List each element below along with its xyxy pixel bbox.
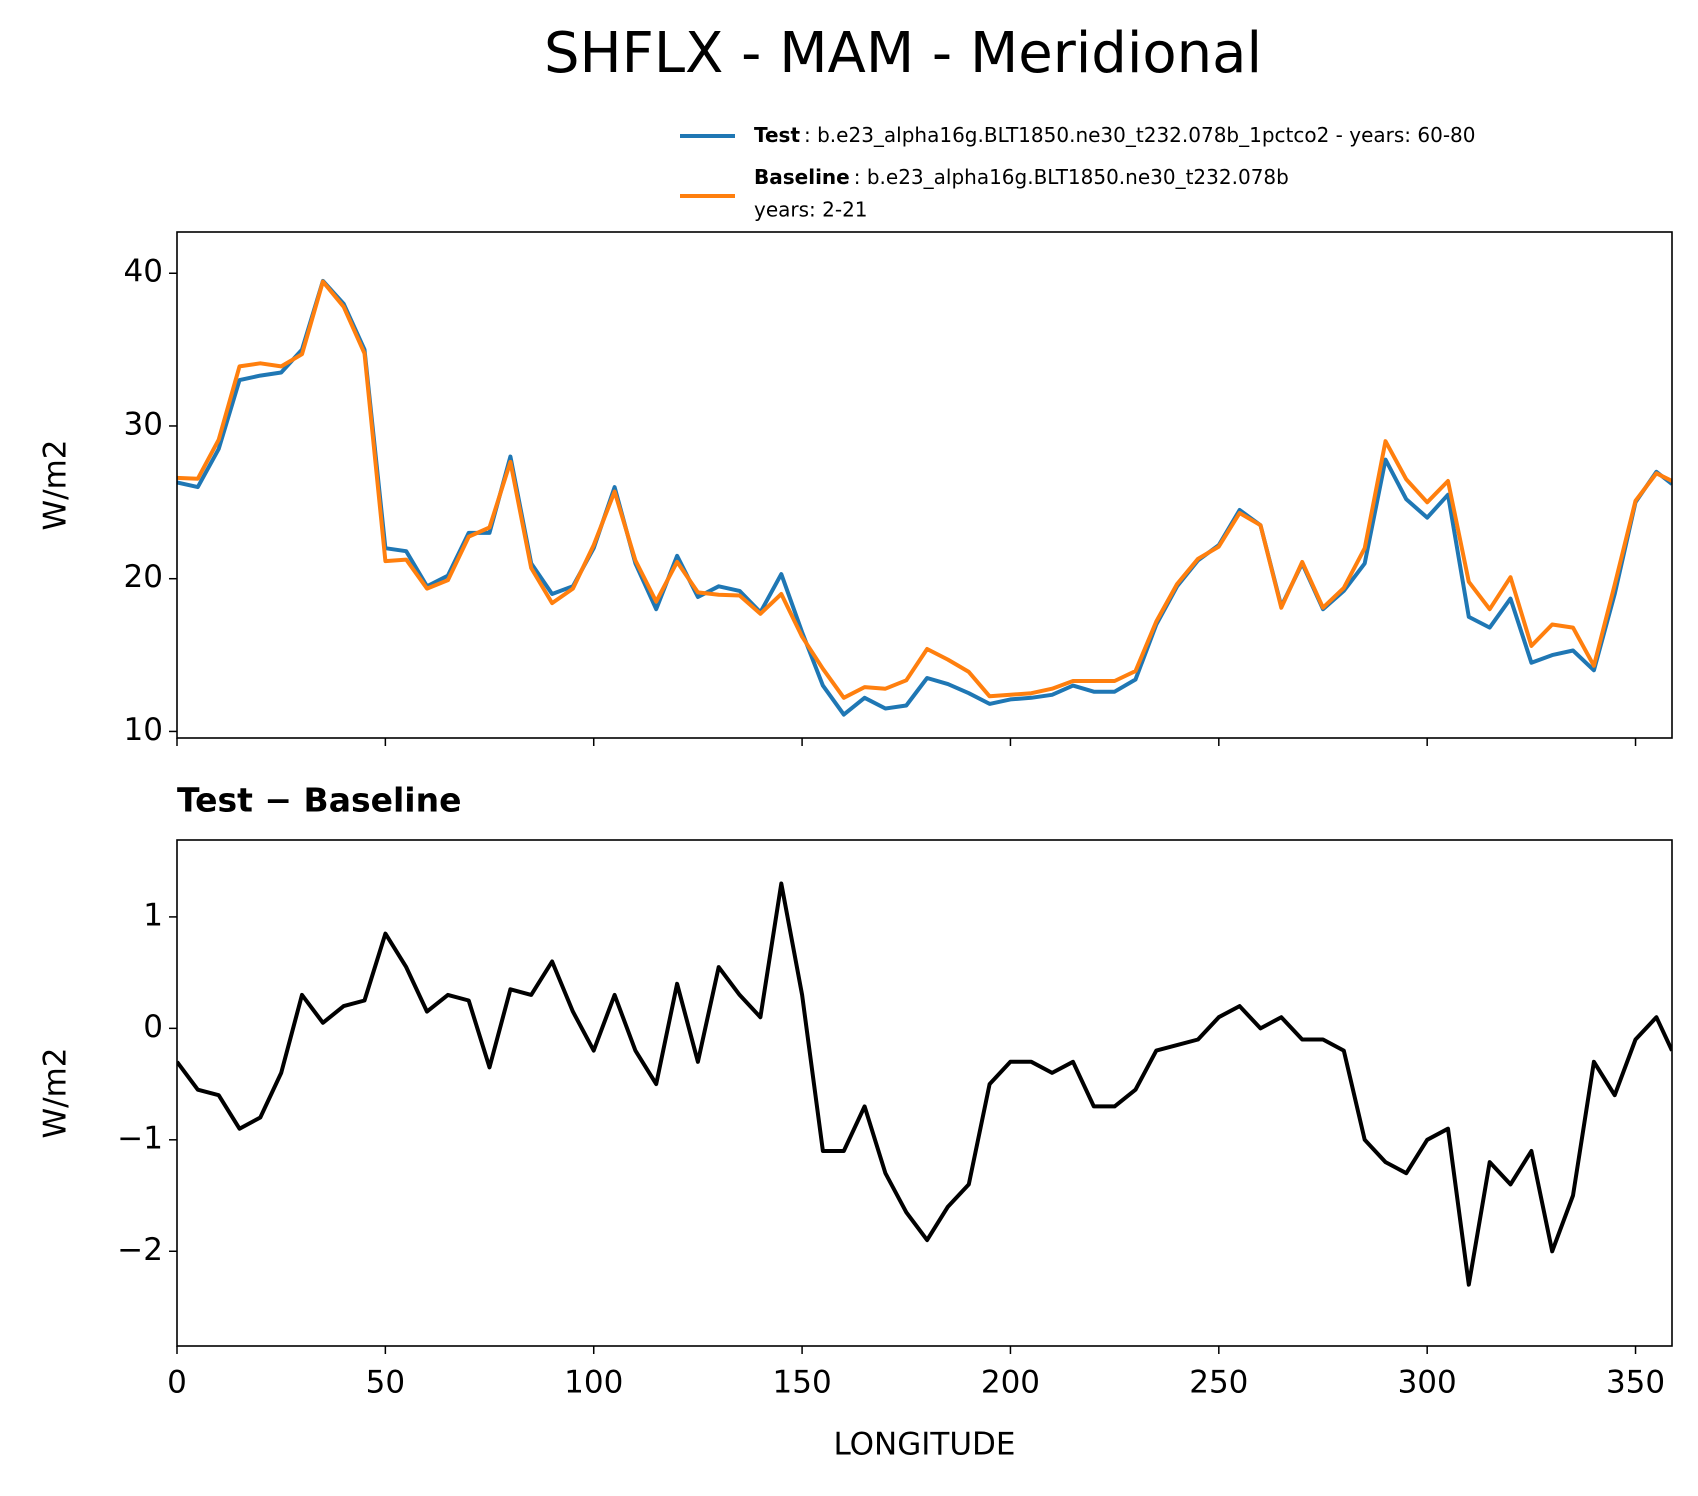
legend-name: Baseline: [754, 165, 850, 189]
x-tick-label: 300: [1398, 1365, 1457, 1401]
y-tick-label: −2: [117, 1232, 163, 1268]
axes-frame: [176, 839, 1673, 1347]
y-axis-label: W/m2: [38, 439, 74, 530]
series-line: [177, 279, 1672, 700]
legend-description: : b.e23_alpha16g.BLT1850.ne30_t232.078b: [854, 165, 1289, 189]
y-tick-label: 0: [143, 1009, 163, 1045]
y-tick-label: 30: [124, 406, 163, 442]
y-tick-label: 20: [124, 559, 163, 595]
x-tick-label: 150: [773, 1365, 832, 1401]
series-line: [177, 881, 1672, 1287]
legend-name: Test: [754, 123, 800, 147]
axes-frame: [176, 231, 1673, 739]
y-axis-label: W/m2: [38, 1047, 74, 1138]
y-tick-label: −1: [117, 1120, 163, 1156]
x-tick-label: 0: [167, 1365, 187, 1401]
x-tick-label: 100: [564, 1365, 623, 1401]
legend-description-2: years: 2-21: [754, 198, 868, 222]
x-tick-label: 250: [1189, 1365, 1248, 1401]
legend-label: Test: b.e23_alpha16g.BLT1850.ne30_t232.0…: [754, 123, 1476, 147]
legend-label: Baseline: b.e23_alpha16g.BLT1850.ne30_t2…: [754, 165, 1289, 189]
x-tick-label: 350: [1606, 1365, 1665, 1401]
y-tick-label: 1: [143, 897, 163, 933]
legend-description: : b.e23_alpha16g.BLT1850.ne30_t232.078b_…: [804, 123, 1476, 147]
axes-title: Test − Baseline: [177, 781, 462, 820]
figure-title: SHFLX - MAM - Meridional: [544, 21, 1262, 86]
y-tick-label: 10: [124, 712, 163, 748]
x-tick-label: 50: [366, 1365, 405, 1401]
x-tick-label: 200: [981, 1365, 1040, 1401]
y-tick-label: 40: [124, 254, 163, 290]
x-axis-label: LONGITUDE: [833, 1427, 1015, 1463]
